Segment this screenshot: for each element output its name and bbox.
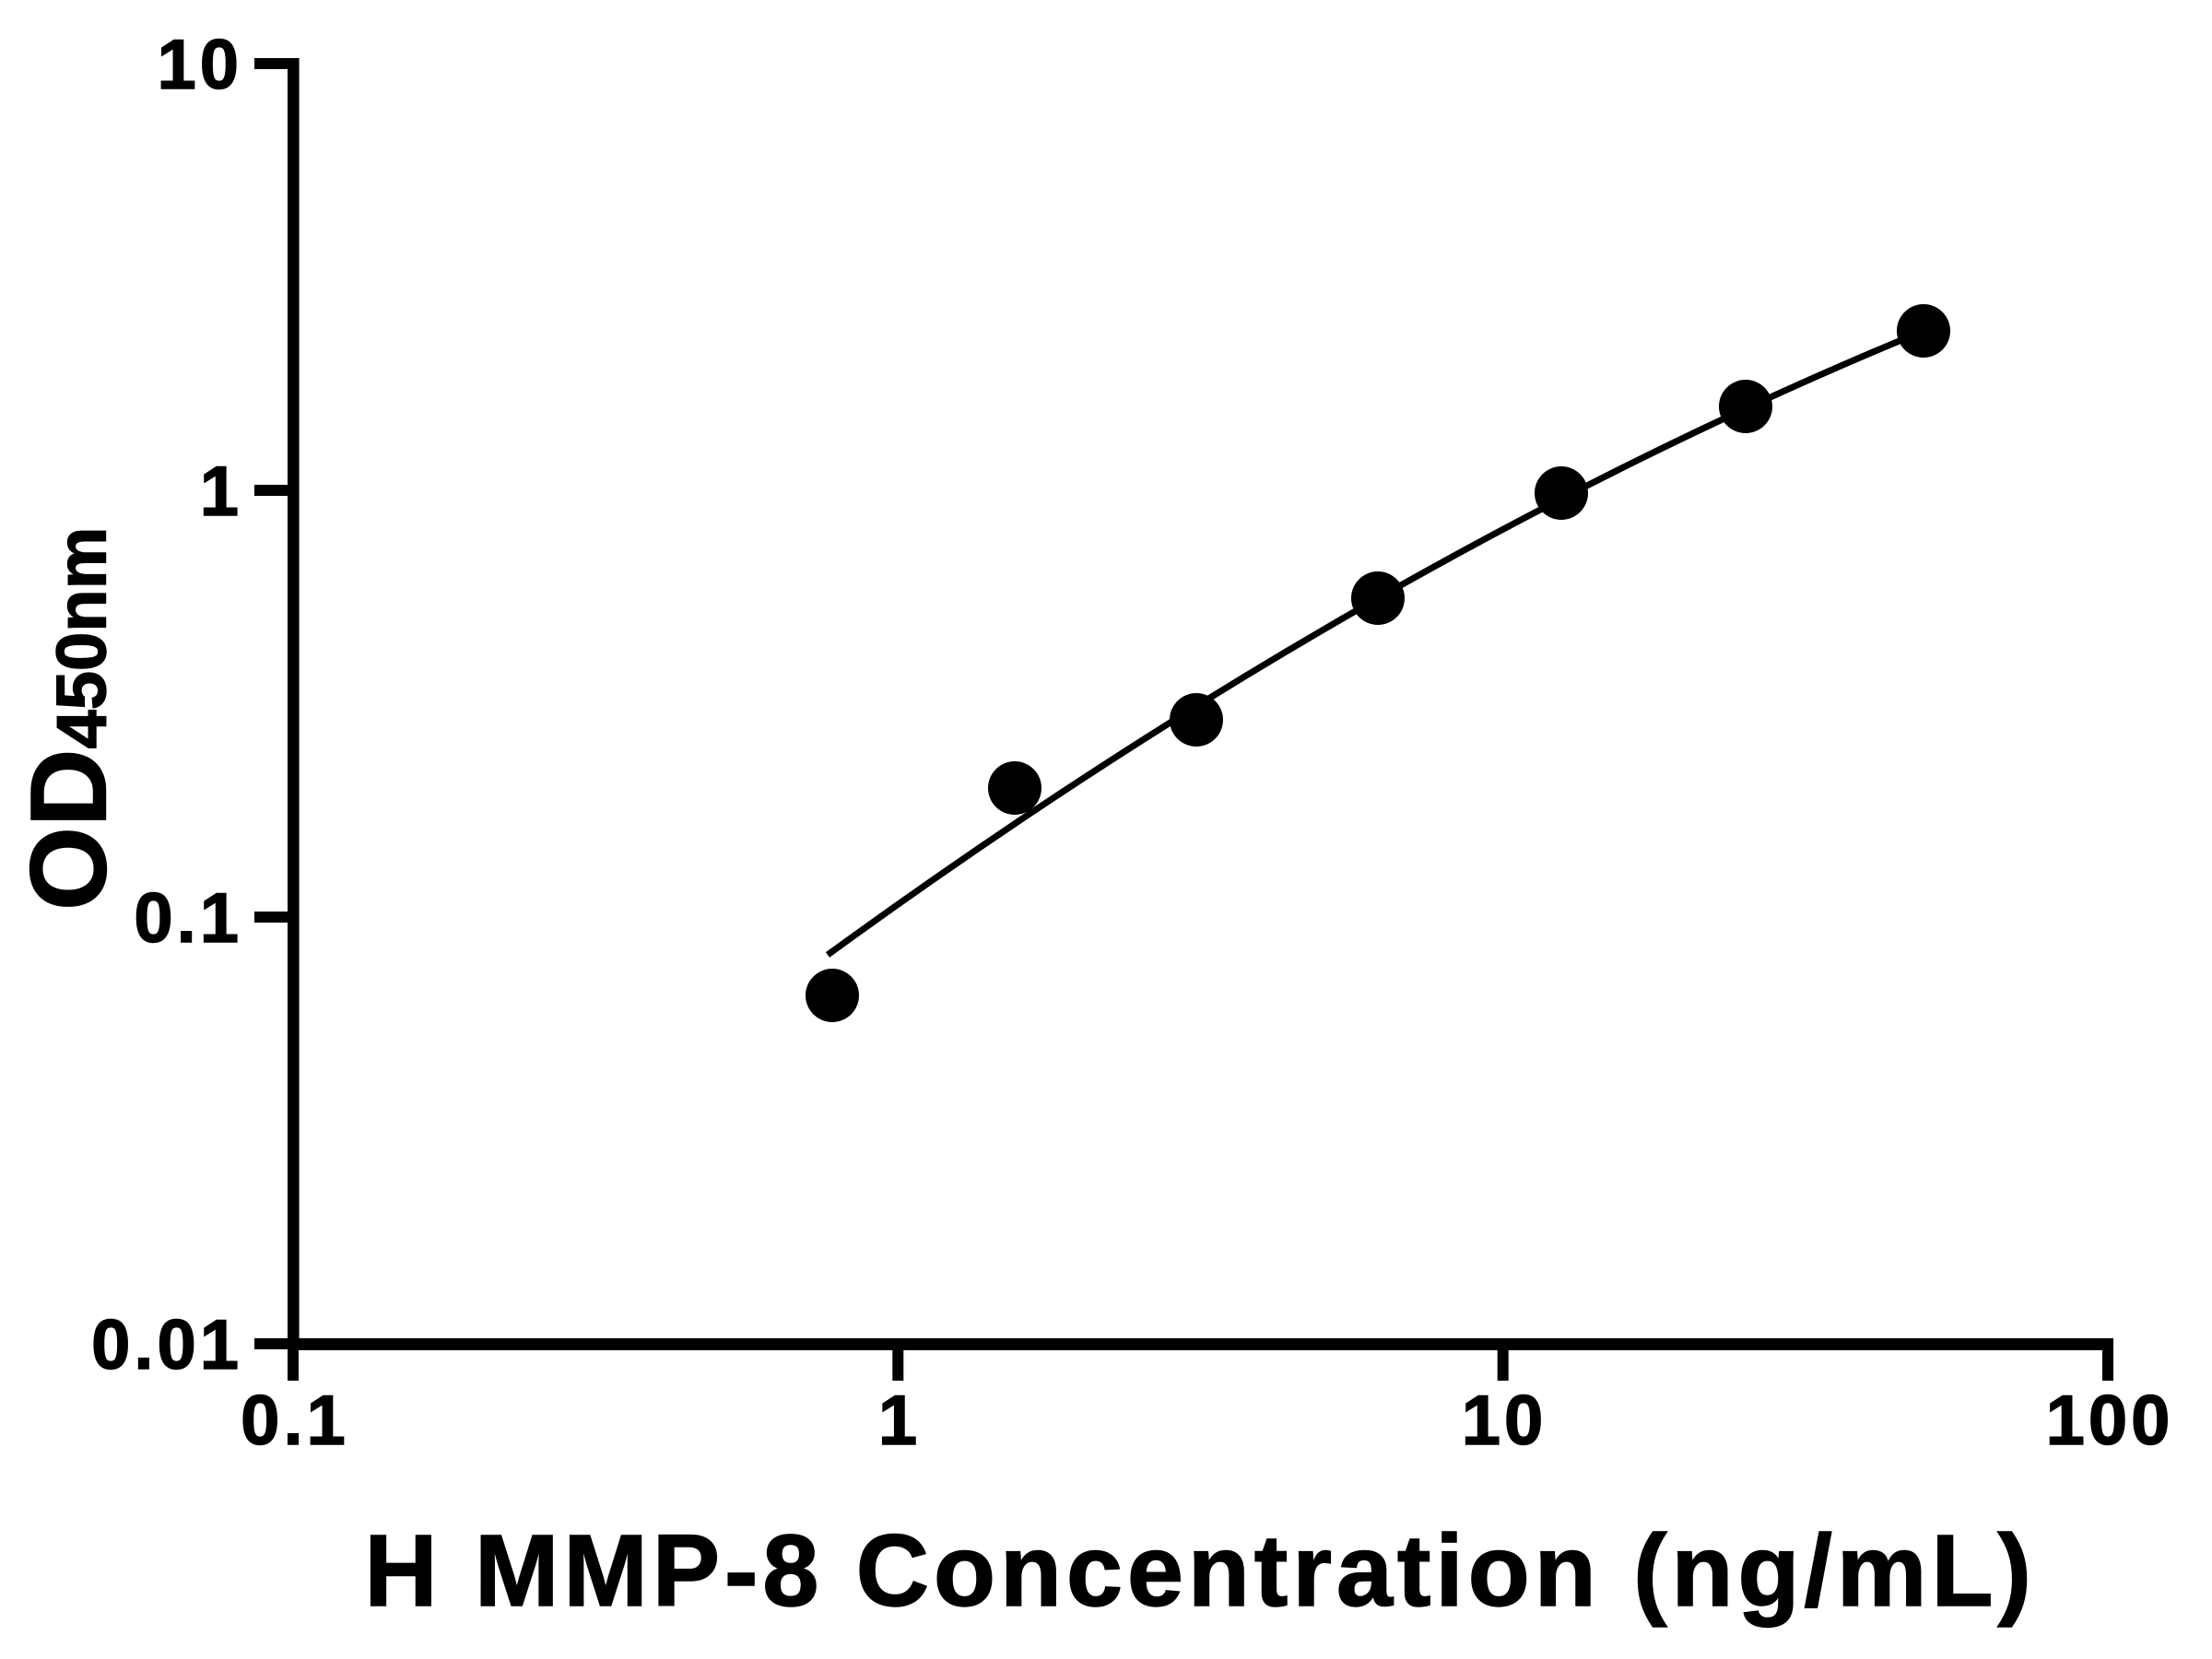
svg-text:0.1: 0.1 bbox=[241, 1382, 349, 1460]
svg-text:0.01: 0.01 bbox=[91, 1306, 242, 1384]
svg-text:H MMP-8 Concentration (ng/mL): H MMP-8 Concentration (ng/mL) bbox=[364, 1514, 2036, 1628]
svg-text:100: 100 bbox=[2046, 1382, 2174, 1460]
svg-text:10: 10 bbox=[157, 26, 242, 104]
svg-text:0.1: 0.1 bbox=[134, 879, 242, 958]
svg-text:10: 10 bbox=[1462, 1382, 1547, 1460]
svg-text:1: 1 bbox=[200, 453, 242, 531]
svg-text:1: 1 bbox=[878, 1382, 921, 1460]
